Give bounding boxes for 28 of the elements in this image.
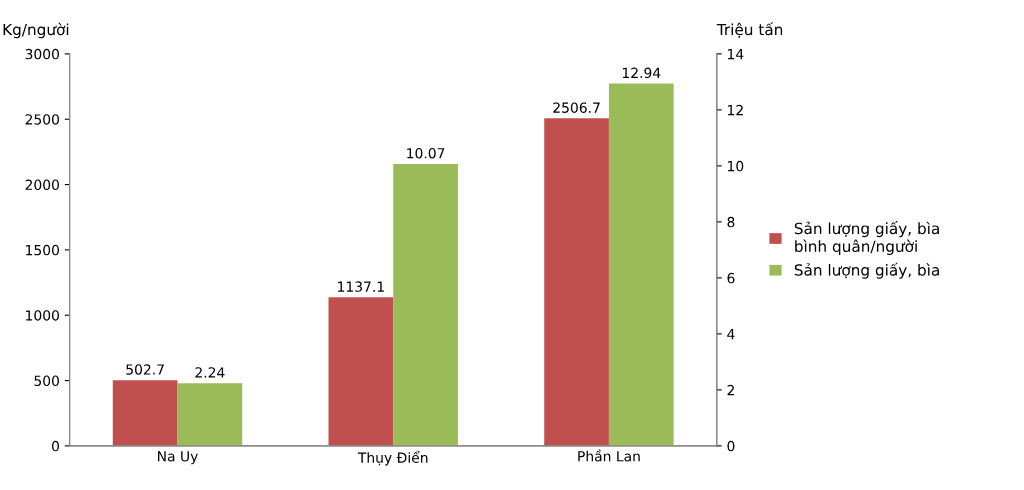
y-tick-label: 0 — [51, 440, 59, 452]
legend-label: Sản lượng giấy, bìa — [794, 262, 939, 279]
y2-tick-label: 0 — [727, 440, 735, 452]
data-label: 10.07 — [407, 147, 445, 159]
y2-tick-label: 14 — [728, 49, 744, 60]
data-label: 1137.1 — [338, 281, 384, 292]
y2-tick-label: 6 — [727, 272, 735, 284]
legend-label: Sản lượng giấy, bìa bình quân/người — [794, 221, 939, 255]
x-tick-label: Phần Lan — [578, 449, 640, 462]
y-tick-label: 500 — [34, 375, 59, 387]
data-label: 2506.7 — [553, 102, 600, 113]
y2-axis-title: Triệu tấn — [716, 22, 783, 38]
y-tick-label: 1500 — [26, 244, 59, 256]
y2-tick-label: 2 — [727, 384, 734, 396]
y-tick-label: 3000 — [25, 48, 59, 60]
x-tick-label: Na Uy — [158, 451, 198, 465]
y2-tick-label: 10 — [728, 160, 744, 172]
data-label: 2.24 — [195, 367, 225, 378]
y2-tick-label: 4 — [727, 329, 735, 340]
data-label: 12.94 — [622, 67, 661, 79]
y-tick-label: 1000 — [26, 310, 59, 321]
y-tick-label: 2500 — [25, 114, 59, 125]
y2-tick-label: 8 — [727, 216, 735, 228]
data-label: 502.7 — [126, 364, 164, 375]
y2-tick-label: 12 — [728, 104, 743, 116]
y-axis-title: Kg/người — [3, 22, 69, 39]
x-tick-label: Thụy Điển — [357, 450, 428, 466]
y-tick-label: 2000 — [25, 179, 59, 191]
